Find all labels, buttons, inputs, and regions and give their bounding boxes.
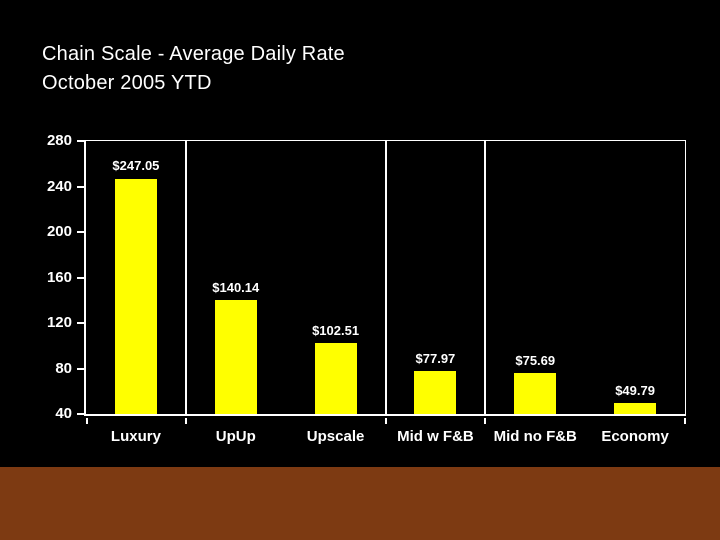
x-axis-tick [684,418,686,424]
x-axis-label-upup: UpUp [215,428,256,445]
footer-bar [0,467,720,540]
bar-value-label-luxury: $247.05 [112,158,160,174]
bar-upscale [314,342,357,414]
y-axis-tick-label-120: 120 [46,314,72,331]
slide-title: Chain Scale - Average Daily Rate October… [42,40,345,98]
bar-upup [214,300,257,414]
slide-title-line2: October 2005 YTD [42,72,212,94]
x-axis-label-mid-w-f-b: Mid w F&B [397,428,474,445]
x-axis-tick [184,418,187,424]
y-axis-tick-120 [77,322,84,324]
x-axis-label-economy: Economy [601,428,669,445]
bar-value-label-economy: $49.79 [615,382,655,398]
y-axis-tick-160 [77,276,84,279]
bar-mid-w-f-b [414,370,457,414]
x-axis-tick [484,418,487,424]
chart-plot-area: $247.05 $140.14 $102.51 $77.97 $75.69 $49.79 … [47,132,686,445]
x-axis-label-mid-no-f-b: Mid no F&B [493,428,577,445]
bar-value-label-upup: $140.14 [212,280,260,296]
y-axis-tick-label-80: 80 [55,359,72,377]
x-axis-tick [86,418,88,424]
y-axis-tick-label-240: 240 [46,177,72,195]
y-axis-tick-280 [77,140,84,142]
category-divider-line-after-upscale [384,141,387,414]
bar-value-label-upscale: $102.51 [312,322,360,338]
category-divider-line-after-luxury [184,141,187,414]
bar-value-label-mid-no-f-b: $75.69 [515,353,556,369]
bar-economy [614,402,657,414]
category-divider-line-after-mid-w-f-b [484,141,487,414]
bar-luxury [114,178,157,414]
x-axis-label-upscale: Upscale [306,428,365,445]
y-axis-tick-200 [77,231,84,233]
y-axis-tick-label-280: 280 [46,132,72,149]
bar-value-label-mid-w-f-b: $77.97 [415,350,456,366]
y-axis-tick-40 [77,413,84,415]
bar-mid-no-f-b [514,373,557,414]
y-axis-tick-label-200: 200 [46,223,72,240]
y-axis-tick-80 [77,367,84,370]
y-axis-tick-label-40: 40 [55,405,72,422]
x-axis-tick [384,418,387,424]
slide-title-line1: Chain Scale - Average Daily Rate [42,43,345,65]
y-axis-tick-240 [77,185,84,188]
x-axis-label-luxury: Luxury [110,428,161,445]
y-axis-tick-label-160: 160 [46,268,72,286]
